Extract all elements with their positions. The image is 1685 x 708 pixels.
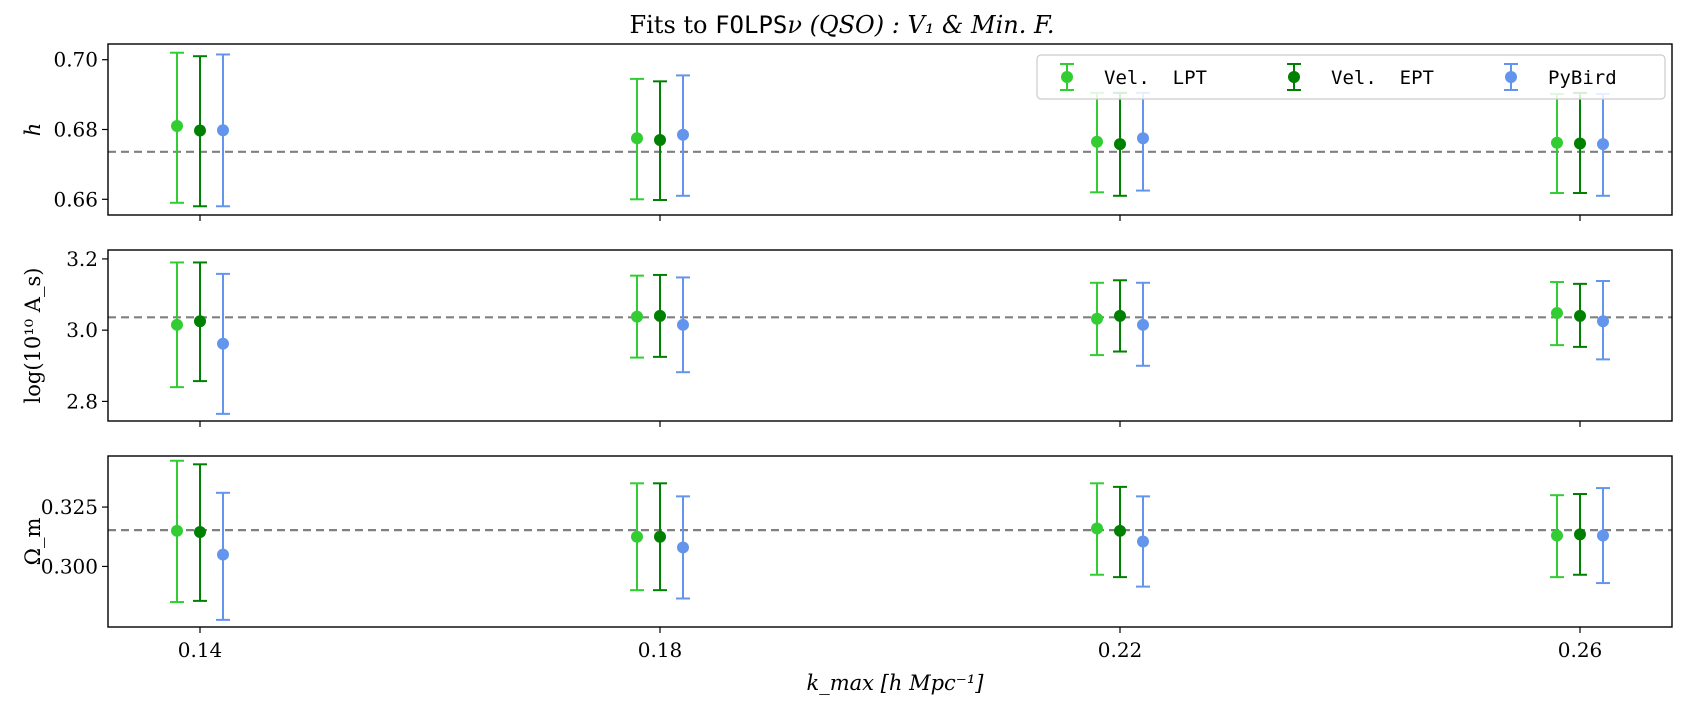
- data-point: [677, 128, 689, 141]
- legend-box: [1036, 54, 1666, 100]
- data-point: [1551, 529, 1563, 542]
- data-point: [1597, 529, 1609, 542]
- panel-frame: [107, 249, 1673, 422]
- data-point: [1137, 318, 1149, 331]
- y-tick-label: 3.0: [66, 318, 98, 342]
- data-point: [1574, 137, 1586, 150]
- data-point: [1137, 535, 1149, 548]
- data-point: [654, 309, 666, 322]
- chart-title-prefix: Fits to: [629, 11, 715, 39]
- y-axis-label: h: [21, 123, 45, 137]
- x-axis-label: k_max [h Mpc⁻¹]: [807, 671, 985, 695]
- data-point: [677, 318, 689, 331]
- data-point: [1551, 136, 1563, 149]
- y-tick-label: 0.70: [53, 48, 98, 72]
- data-point: [1114, 138, 1126, 151]
- panel-3: 0.300 0.325 0.14 0.18 0.22 0.26 Ω_m: [21, 455, 1673, 662]
- x-tick-label: 0.22: [1098, 638, 1143, 662]
- data-point: [217, 124, 229, 137]
- x-tick-label: 0.18: [638, 638, 683, 662]
- chart-title-code: FOLPS: [715, 11, 787, 39]
- legend: Vel. LPT Vel. EPT PyBird: [1036, 54, 1666, 100]
- x-tick-label: 0.26: [1558, 638, 1603, 662]
- data-point: [631, 530, 643, 543]
- data-point: [1091, 522, 1103, 535]
- legend-label: Vel. EPT: [1331, 67, 1434, 89]
- data-point: [1091, 135, 1103, 148]
- data-point: [194, 315, 206, 328]
- panel-1: 0.66 0.68 0.70 h: [21, 43, 1673, 221]
- x-tick-label: 0.14: [178, 638, 223, 662]
- legend-label: PyBird: [1548, 67, 1617, 89]
- panel-2: 2.8 3.0 3.2 log(10¹⁰ A_s): [21, 247, 1673, 427]
- data-point: [1091, 312, 1103, 325]
- data-point: [1137, 132, 1149, 145]
- data-point: [1551, 307, 1563, 320]
- y-tick-label: 0.300: [41, 554, 98, 578]
- data-point: [1574, 528, 1586, 541]
- y-tick-label: 3.2: [66, 247, 98, 271]
- panels-group: 0.66 0.68 0.70 h 2.8 3.0 3.2 log(10¹⁰ A_s) 0.300…: [21, 43, 1673, 662]
- data-point: [217, 337, 229, 350]
- y-tick-label: 0.66: [53, 187, 98, 211]
- data-point: [1597, 315, 1609, 328]
- y-tick-label: 0.325: [41, 495, 98, 519]
- data-point: [1114, 524, 1126, 537]
- data-point: [217, 548, 229, 561]
- data-point: [654, 530, 666, 543]
- y-axis-label: Ω_m: [21, 518, 45, 566]
- legend-marker-point: [1288, 71, 1300, 83]
- data-point: [1597, 138, 1609, 151]
- chart-title: Fits to FOLPSν (QSO) : V₁ & Min. F.: [629, 11, 1054, 39]
- data-point: [194, 526, 206, 538]
- data-point: [677, 541, 689, 554]
- data-point: [1574, 309, 1586, 322]
- panel-frame: [107, 455, 1673, 628]
- y-axis-label: log(10¹⁰ A_s): [21, 268, 45, 404]
- data-point: [654, 133, 666, 146]
- panel-frame: [107, 43, 1673, 216]
- chart-title-suffix: ν (QSO) : V₁ & Min. F.: [787, 11, 1054, 39]
- legend-marker-point: [1505, 71, 1517, 83]
- data-point: [171, 524, 183, 537]
- legend-marker-point: [1061, 71, 1073, 83]
- data-point: [171, 120, 183, 133]
- data-point: [1114, 309, 1126, 322]
- data-point: [171, 318, 183, 331]
- y-tick-label: 0.68: [53, 118, 98, 142]
- data-point: [194, 124, 206, 137]
- data-point: [631, 132, 643, 145]
- y-tick-label: 2.8: [66, 389, 98, 413]
- legend-label: Vel. LPT: [1104, 67, 1207, 89]
- data-point: [631, 310, 643, 323]
